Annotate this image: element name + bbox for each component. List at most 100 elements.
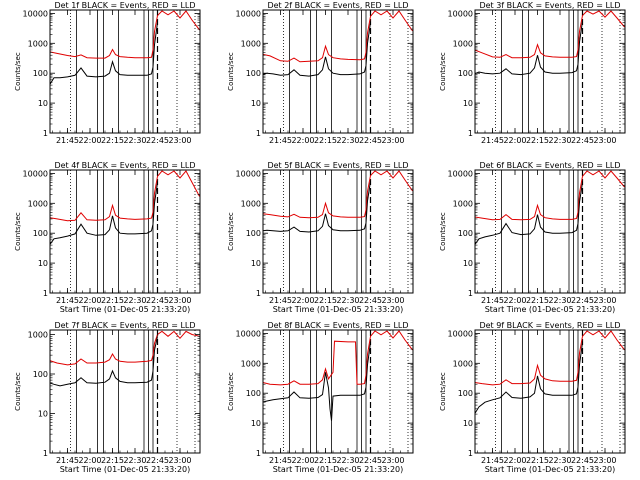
detector-panel-5: Det 5f BLACK = Events, RED = LLD 1 10 100 10… bbox=[227, 161, 414, 314]
events-series-line bbox=[263, 342, 371, 421]
y-tick-label: 100 bbox=[246, 229, 261, 238]
plot-frame bbox=[262, 169, 414, 294]
x-axis-label: Start Time (01-Dec-05 21:33:20) bbox=[485, 465, 616, 474]
plot-frame bbox=[474, 329, 626, 454]
y-tick-label: 1 bbox=[256, 129, 261, 138]
plot-frame bbox=[262, 329, 414, 454]
events-series-line bbox=[50, 182, 158, 246]
events-series-line bbox=[475, 342, 583, 415]
y-tick-label: 1000 bbox=[453, 199, 473, 208]
y-tick-label: 100 bbox=[33, 370, 48, 379]
panel-title: Det 6f BLACK = Events, RED = LLD bbox=[479, 161, 620, 170]
x-tick-label: 22:45 bbox=[359, 136, 382, 145]
panel-title: Det 8f BLACK = Events, RED = LLD bbox=[267, 321, 408, 330]
plot-frame bbox=[49, 9, 201, 134]
events-series-line bbox=[475, 182, 583, 246]
x-tick-label: 23:00 bbox=[168, 296, 191, 305]
plot-frame bbox=[474, 169, 626, 294]
panel-title: Det 2f BLACK = Events, RED = LLD bbox=[267, 1, 408, 10]
x-tick-label: 21:45 bbox=[56, 136, 79, 145]
y-tick-label: 10 bbox=[38, 259, 48, 268]
lld-series-line bbox=[263, 170, 413, 219]
panel-title: Det 3f BLACK = Events, RED = LLD bbox=[479, 1, 620, 10]
x-tick-label: 22:00 bbox=[291, 136, 314, 145]
lld-series-line bbox=[475, 10, 625, 59]
x-tick-label: 23:00 bbox=[593, 296, 616, 305]
x-tick-label: 22:30 bbox=[336, 296, 359, 305]
x-tick-label: 22:45 bbox=[146, 456, 169, 465]
y-axis-label: Counts/sec bbox=[227, 372, 235, 411]
x-axis-label: Start Time (01-Dec-05 21:33:20) bbox=[273, 465, 404, 474]
x-tick-label: 22:45 bbox=[146, 296, 169, 305]
y-tick-label: 1 bbox=[468, 289, 473, 298]
x-axis-label: Start Time (01-Dec-05 21:33:20) bbox=[485, 305, 616, 314]
x-tick-label: 22:30 bbox=[123, 456, 146, 465]
lld-series-line bbox=[475, 170, 625, 221]
y-tick-label: 1000 bbox=[453, 39, 473, 48]
x-tick-label: 22:30 bbox=[548, 296, 571, 305]
events-series-line bbox=[475, 21, 583, 76]
lld-series-line bbox=[50, 10, 200, 59]
y-tick-label: 10000 bbox=[236, 9, 261, 18]
y-tick-label: 10000 bbox=[448, 9, 473, 18]
x-tick-label: 22:45 bbox=[359, 296, 382, 305]
x-tick-label: 22:30 bbox=[123, 136, 146, 145]
x-tick-label: 22:30 bbox=[548, 456, 571, 465]
x-axis-label: Start Time (01-Dec-05 21:33:20) bbox=[60, 465, 191, 474]
y-tick-label: 10000 bbox=[448, 169, 473, 178]
x-tick-label: 22:30 bbox=[336, 136, 359, 145]
y-axis-label: Counts/sec bbox=[14, 212, 22, 251]
x-tick-label: 22:30 bbox=[123, 296, 146, 305]
y-tick-label: 100 bbox=[458, 229, 473, 238]
y-tick-label: 1000 bbox=[28, 39, 48, 48]
detector-panel-8: Det 8f BLACK = Events, RED = LLD 1 10 100 10… bbox=[227, 321, 414, 474]
y-tick-label: 1 bbox=[43, 289, 48, 298]
x-tick-label: 22:15 bbox=[101, 456, 124, 465]
y-tick-label: 10 bbox=[38, 99, 48, 108]
events-series-line bbox=[263, 181, 371, 233]
y-tick-label: 10 bbox=[251, 99, 261, 108]
detector-panel-6: Det 6f BLACK = Events, RED = LLD 1 10 100 10… bbox=[439, 161, 626, 314]
y-tick-label: 10000 bbox=[23, 9, 48, 18]
x-tick-label: 23:00 bbox=[593, 136, 616, 145]
detector-panel-9: Det 9f BLACK = Events, RED = LLD 1 10 100 10… bbox=[439, 321, 626, 474]
lld-series-line bbox=[475, 330, 625, 386]
x-tick-label: 21:45 bbox=[269, 136, 292, 145]
y-tick-label: 10 bbox=[38, 410, 48, 419]
y-tick-label: 10 bbox=[463, 99, 473, 108]
y-axis-label: Counts/sec bbox=[14, 52, 22, 91]
y-axis-label: Counts/sec bbox=[439, 52, 447, 91]
y-tick-label: 1000 bbox=[28, 331, 48, 340]
x-tick-label: 22:00 bbox=[503, 136, 526, 145]
y-tick-label: 1 bbox=[256, 289, 261, 298]
panel-title: Det 5f BLACK = Events, RED = LLD bbox=[267, 161, 408, 170]
x-tick-label: 22:00 bbox=[78, 136, 101, 145]
lld-series-line bbox=[50, 330, 200, 366]
x-tick-label: 22:00 bbox=[78, 456, 101, 465]
y-tick-label: 100 bbox=[458, 69, 473, 78]
y-axis-label: Counts/sec bbox=[227, 212, 235, 251]
x-tick-label: 23:00 bbox=[593, 456, 616, 465]
plot-frame bbox=[262, 9, 414, 134]
y-tick-label: 10000 bbox=[23, 169, 48, 178]
y-tick-label: 100 bbox=[246, 389, 261, 398]
detector-panel-4: Det 4f BLACK = Events, RED = LLD 1 10 100 10… bbox=[14, 161, 201, 314]
x-tick-label: 22:00 bbox=[503, 296, 526, 305]
y-tick-label: 10000 bbox=[236, 169, 261, 178]
x-tick-label: 23:00 bbox=[381, 296, 404, 305]
x-tick-label: 23:00 bbox=[381, 456, 404, 465]
y-axis-label: Counts/sec bbox=[439, 372, 447, 411]
x-tick-label: 22:15 bbox=[314, 136, 337, 145]
y-tick-label: 1 bbox=[256, 449, 261, 458]
y-tick-label: 1000 bbox=[241, 199, 261, 208]
x-tick-label: 22:00 bbox=[291, 296, 314, 305]
x-tick-label: 22:15 bbox=[526, 456, 549, 465]
x-tick-label: 22:45 bbox=[359, 456, 382, 465]
y-axis-label: Counts/sec bbox=[14, 372, 22, 411]
y-tick-label: 100 bbox=[458, 389, 473, 398]
y-tick-label: 1 bbox=[43, 449, 48, 458]
y-tick-label: 1000 bbox=[453, 359, 473, 368]
x-tick-label: 22:00 bbox=[291, 456, 314, 465]
x-tick-label: 23:00 bbox=[168, 136, 191, 145]
